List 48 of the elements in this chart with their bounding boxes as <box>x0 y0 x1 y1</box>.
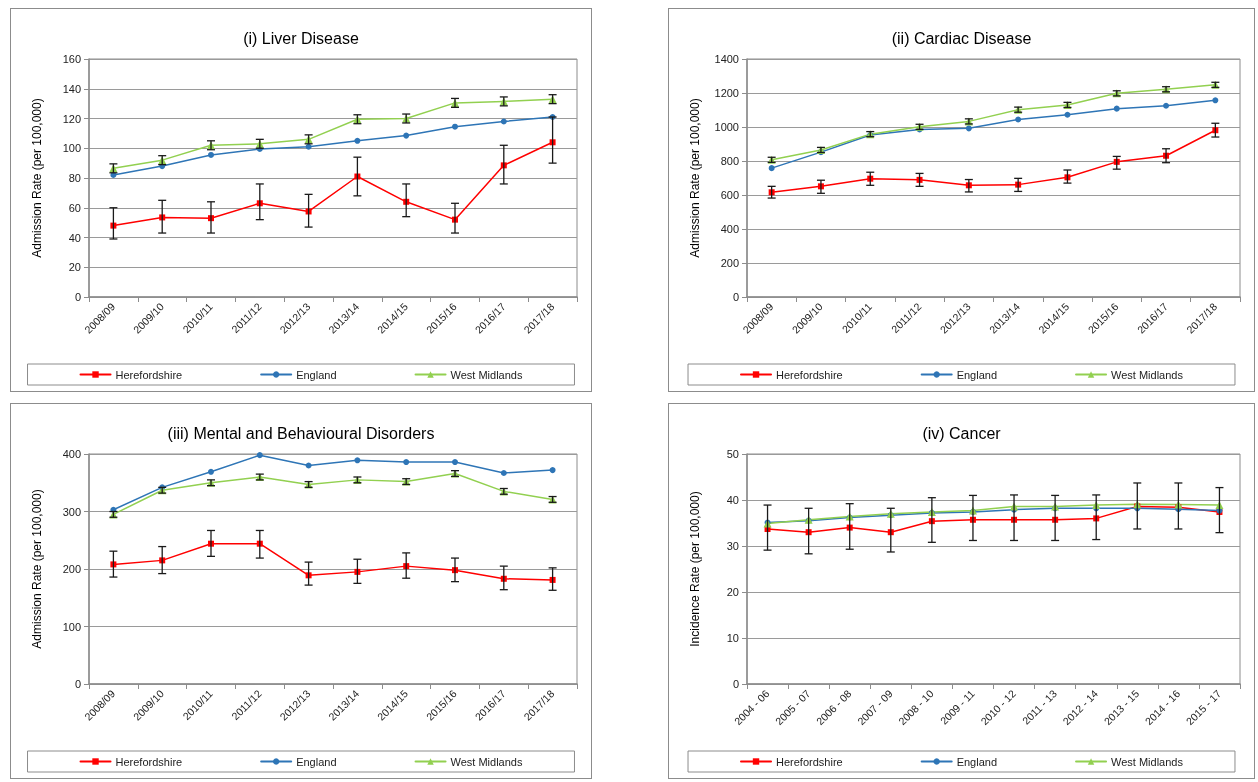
y-tick-label: 80 <box>68 172 81 184</box>
y-tick-label: 200 <box>62 563 81 575</box>
y-tick-label: 800 <box>720 155 739 167</box>
y-tick-label: 600 <box>720 189 739 201</box>
y-tick-label: 120 <box>62 112 81 125</box>
legend-label: West Midlands <box>1111 755 1184 768</box>
chart-title: (ii) Cardiac Disease <box>891 29 1032 47</box>
y-tick-label: 300 <box>62 505 81 518</box>
y-axis-title: Admission Rate (per 100,000) <box>688 98 702 258</box>
y-tick-label: 30 <box>726 540 739 552</box>
y-tick-label: 0 <box>732 291 739 303</box>
legend-label: England <box>296 368 337 381</box>
y-tick-label: 60 <box>68 201 81 214</box>
legend-label: Herefordshire <box>776 368 843 381</box>
legend-label: West Midlands <box>1111 368 1184 381</box>
legend-label: Herefordshire <box>115 368 183 381</box>
legend-label: England <box>956 755 998 768</box>
y-tick-label: 1000 <box>714 121 739 133</box>
y-tick-label: 10 <box>726 632 739 644</box>
legend-label: West Midlands <box>450 755 523 768</box>
legend-label: West Midlands <box>450 368 523 381</box>
y-tick-label: 40 <box>68 231 81 244</box>
legend-label: Herefordshire <box>115 755 183 768</box>
y-axis-title: Admission Rate (per 100,000) <box>30 98 44 258</box>
chart-title: (iii) Mental and Behavioural Disorders <box>167 424 435 442</box>
y-tick-label: 0 <box>74 291 81 303</box>
y-axis-title: Incidence Rate (per 100,000) <box>688 491 702 647</box>
y-tick-label: 100 <box>62 142 81 155</box>
y-tick-label: 140 <box>62 82 81 95</box>
legend-label: England <box>956 368 998 381</box>
y-tick-label: 1400 <box>714 53 739 65</box>
y-tick-label: 20 <box>726 586 739 598</box>
legend-label: Herefordshire <box>776 755 843 768</box>
y-tick-label: 100 <box>62 620 81 633</box>
y-tick-label: 400 <box>720 223 739 235</box>
y-tick-label: 400 <box>62 448 81 460</box>
chart-title: (i) Liver Disease <box>243 29 359 47</box>
y-tick-label: 50 <box>726 448 739 460</box>
legend-label: England <box>296 755 337 768</box>
y-tick-label: 1200 <box>714 87 739 99</box>
chart-title: (iv) Cancer <box>922 424 1002 442</box>
y-tick-label: 20 <box>68 261 81 274</box>
y-tick-label: 200 <box>720 257 739 269</box>
y-tick-label: 40 <box>726 494 739 506</box>
y-axis-title: Admission Rate (per 100,000) <box>30 489 44 649</box>
y-tick-label: 160 <box>62 53 81 65</box>
y-tick-label: 0 <box>732 678 739 690</box>
y-tick-label: 0 <box>74 678 81 690</box>
